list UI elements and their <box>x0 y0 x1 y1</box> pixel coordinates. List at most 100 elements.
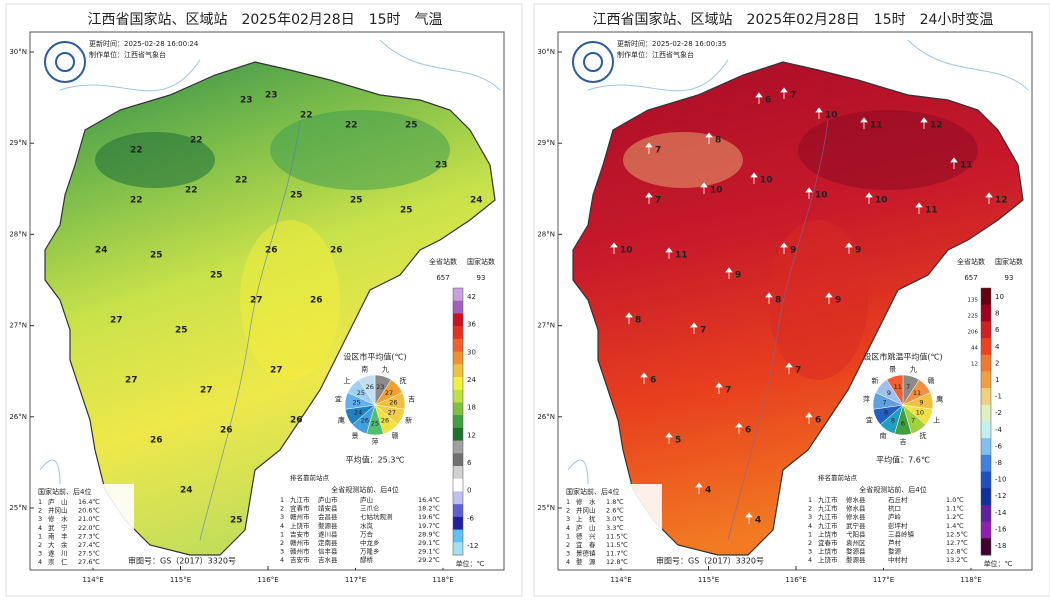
ranking-cell: 2 <box>280 505 284 513</box>
ranking-cell: 3 <box>808 513 812 521</box>
lon-label: 117°E <box>345 576 366 584</box>
ranking-cell: 袁州区 <box>846 538 866 547</box>
colorbar-band <box>453 529 463 543</box>
ranking-cell: 修水县 <box>846 495 866 504</box>
colorbar-band <box>981 354 991 372</box>
station-value: 10 <box>875 196 888 206</box>
arrow <box>755 92 763 104</box>
ranking-cell: 修水县 <box>846 504 866 513</box>
colorbar-band <box>453 326 463 340</box>
logo <box>44 41 86 83</box>
ranking-cell: 宜 春 <box>576 540 596 549</box>
station-value: 4 <box>705 486 711 496</box>
arrow <box>735 422 743 434</box>
colorbar-tick: 12 <box>467 431 476 439</box>
pie-city: 景 <box>889 365 896 373</box>
ranking-cell: 三县岭镇 <box>888 529 915 538</box>
pie-average: 平均值：7.6℃ <box>876 455 930 465</box>
ranking-cell: 21.0℃ <box>78 515 100 523</box>
pie-city: 萍 <box>863 395 870 404</box>
ranking-cell: 12.8℃ <box>606 558 628 566</box>
ranking-cell: 吉安市 <box>290 555 310 564</box>
ranking-cell: 20.6℃ <box>78 507 100 515</box>
arrow <box>860 117 868 129</box>
ranking-cell: 4 <box>566 558 570 566</box>
colorbar-count: 657 <box>436 274 449 282</box>
colorbar-tick: 8 <box>995 310 999 318</box>
pie-value: 6 <box>901 420 905 428</box>
colorbar-tick: -6 <box>995 442 1003 450</box>
lon-label: 115°E <box>170 576 191 584</box>
ranking-cell: 1.1℃ <box>946 505 964 513</box>
arrow <box>640 372 648 384</box>
ranking-cell: 4 <box>566 524 570 532</box>
station-value: 22 <box>130 146 143 156</box>
ranking-cell: 吉水县 <box>318 555 338 564</box>
ranking-cell: 水岚 <box>360 521 374 530</box>
ranking-cell: 4 <box>38 524 42 532</box>
ranking-cell: 德 兴 <box>576 531 596 540</box>
lon-label: 116°E <box>785 576 806 584</box>
arrow <box>805 187 813 199</box>
station-value: 10 <box>825 111 838 121</box>
colorbar-tick: 0 <box>467 487 471 495</box>
pie-city: 景 <box>351 432 358 440</box>
panel: 江西省国家站、区域站 2025年02月28日 15时 气温更新时间：2025-0… <box>5 3 523 597</box>
arrow <box>765 292 773 304</box>
ranking-cell: 13.2℃ <box>946 556 968 564</box>
lat-label: 28°N <box>9 230 27 238</box>
ranking-header: 排名靠前站点 <box>290 473 330 482</box>
station-value: 25 <box>175 326 188 336</box>
colorbar-count-label: 12 <box>971 362 978 368</box>
ranking-cell: 井冈山 <box>576 506 596 515</box>
colorbar-tick: -2 <box>995 409 1002 417</box>
station-value: 11 <box>870 121 883 131</box>
station-value: 10 <box>710 186 723 196</box>
colorbar-band <box>981 388 991 406</box>
pie-city: 萍 <box>372 437 379 446</box>
colorbar-tick: -1 <box>995 393 1002 401</box>
pie-value: 8 <box>884 409 888 417</box>
ranking-cell: 婺 源 <box>576 557 596 566</box>
ranking-cell: 3.0℃ <box>606 515 624 523</box>
ranking-cell: 2 <box>808 539 812 547</box>
panel-title: 江西省国家站、区域站 2025年02月28日 15时 24小时变温 <box>593 11 994 28</box>
ranking-cell: 3 <box>280 513 284 521</box>
colorbar-band <box>453 338 463 353</box>
pie-city: 新 <box>405 415 412 424</box>
station-value: 25 <box>290 191 303 201</box>
ranking-cell: 宜春市 <box>290 504 310 513</box>
arrow <box>805 412 813 424</box>
update-time: 更新时间：2025-02-28 16:00:35 <box>617 39 726 48</box>
pie-value: 10 <box>916 409 924 417</box>
station-value: 6 <box>815 416 821 426</box>
station-value: 27 <box>110 316 123 326</box>
station-value: 26 <box>150 436 163 446</box>
colorbar-band <box>981 404 991 422</box>
lat-label: 26°N <box>537 413 555 421</box>
arrow <box>825 292 833 304</box>
colorbar-band <box>453 351 463 365</box>
pie-city: 赣 <box>392 431 399 440</box>
ranking-cell: 弋阳县 <box>846 529 866 538</box>
ranking-cell: 4 <box>808 522 812 530</box>
colorbar-band <box>453 427 463 442</box>
ranking-cell: 上 犹 <box>576 514 596 523</box>
station-value: 22 <box>235 176 248 186</box>
ranking-cell: 庐山 <box>360 495 373 504</box>
arrow <box>920 117 928 129</box>
pie-city: 南 <box>361 364 368 373</box>
unit: 单位：℃ <box>984 559 1013 568</box>
unit: 单位：℃ <box>456 559 485 568</box>
pie-slice <box>358 374 376 406</box>
ranking-cell: 崇 仁 <box>48 557 68 566</box>
colorbar-band <box>981 288 991 306</box>
pie-value: 23 <box>376 383 384 391</box>
station-value: 23 <box>240 96 253 106</box>
lon-label: 118°E <box>960 576 981 584</box>
colorbar-band <box>453 453 463 467</box>
arrow <box>815 107 823 119</box>
ranking-cell: 1.4℃ <box>946 522 964 530</box>
station-value: 23 <box>435 161 448 171</box>
pie-city: 上 <box>344 376 351 385</box>
